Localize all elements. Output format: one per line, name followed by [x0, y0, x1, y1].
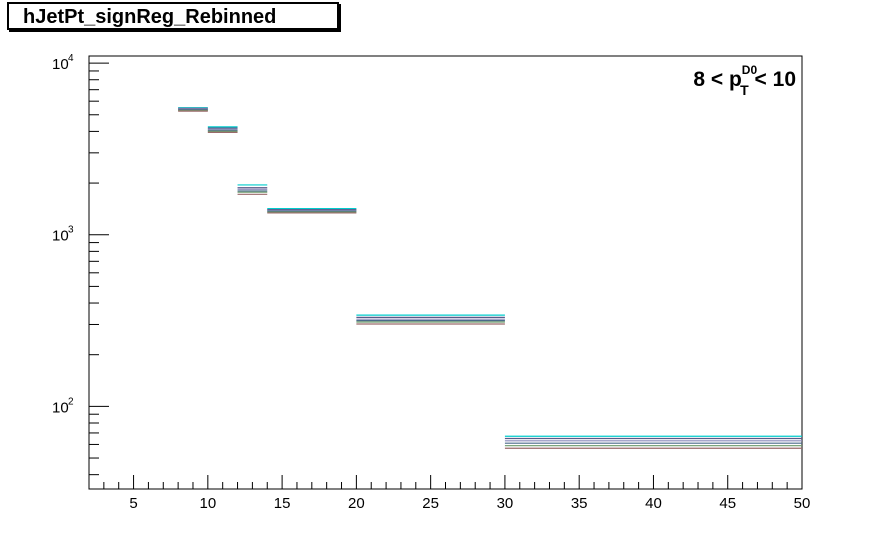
y-tick-label: 10 [52, 228, 69, 245]
annotation-subscript: T [740, 82, 749, 98]
histogram-bins [178, 107, 802, 449]
plot-frame [88, 55, 803, 490]
y-tick-exponent: 3 [68, 225, 74, 236]
y-tick-exponent: 4 [68, 53, 74, 64]
histogram-title: hJetPt_signReg_Rebinned [23, 6, 277, 28]
x-tick-label: 30 [497, 495, 514, 512]
y-tick-label: 10 [52, 399, 69, 416]
pt-range-annotation: 8 < pD0 T < 10 [693, 63, 796, 98]
annotation-suffix: < 10 [749, 68, 796, 91]
annotation-prefix: 8 < p [693, 68, 741, 91]
x-tick-label: 15 [274, 495, 291, 512]
x-tick-label: 20 [348, 495, 365, 512]
x-tick-label: 10 [199, 495, 216, 512]
x-tick-label: 50 [794, 495, 811, 512]
annotation-superscript: D0 [742, 63, 758, 77]
y-tick-label: 10 [52, 56, 69, 73]
x-tick-label: 40 [645, 495, 662, 512]
x-tick-label: 45 [719, 495, 736, 512]
axis-ticks [88, 62, 803, 489]
y-tick-exponent: 2 [68, 396, 74, 407]
x-tick-label: 35 [571, 495, 588, 512]
x-tick-label: 25 [422, 495, 439, 512]
histogram-title-box: hJetPt_signReg_Rebinned [7, 2, 339, 30]
x-tick-label: 5 [129, 495, 137, 512]
